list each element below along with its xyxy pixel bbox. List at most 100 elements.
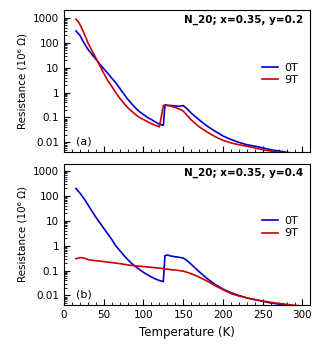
0T bbox=[229, 137, 233, 142]
9T bbox=[237, 294, 241, 298]
9T bbox=[284, 302, 288, 306]
0T bbox=[221, 287, 225, 291]
0T bbox=[110, 76, 114, 80]
0T bbox=[245, 143, 249, 147]
9T bbox=[98, 64, 102, 68]
0T bbox=[284, 303, 288, 307]
9T bbox=[213, 283, 217, 288]
0T bbox=[292, 304, 296, 308]
Line: 9T: 9T bbox=[76, 258, 302, 306]
0T bbox=[98, 220, 102, 225]
0T bbox=[181, 103, 185, 108]
0T bbox=[118, 86, 122, 90]
0T bbox=[168, 254, 172, 258]
0T bbox=[161, 123, 165, 127]
0T bbox=[169, 103, 173, 108]
9T bbox=[168, 268, 172, 272]
0T bbox=[110, 237, 114, 242]
9T bbox=[157, 125, 161, 129]
0T bbox=[177, 255, 181, 260]
9T bbox=[269, 300, 273, 304]
0T bbox=[134, 264, 138, 269]
0T bbox=[163, 103, 167, 107]
9T bbox=[253, 146, 257, 150]
0T bbox=[177, 104, 181, 108]
9T bbox=[165, 103, 169, 108]
9T bbox=[74, 257, 78, 261]
0T bbox=[118, 248, 122, 252]
0T bbox=[269, 148, 273, 152]
0T bbox=[74, 29, 78, 33]
9T bbox=[185, 270, 189, 274]
9T bbox=[237, 143, 241, 147]
9T bbox=[221, 138, 225, 142]
0T bbox=[114, 244, 117, 248]
9T bbox=[173, 268, 177, 272]
9T bbox=[197, 125, 201, 129]
9T bbox=[269, 149, 273, 153]
0T bbox=[189, 111, 193, 115]
Y-axis label: Resistance (10⁶ Ω): Resistance (10⁶ Ω) bbox=[18, 33, 28, 129]
9T bbox=[102, 71, 106, 75]
0T bbox=[245, 296, 249, 300]
0T bbox=[78, 191, 82, 195]
0T bbox=[300, 305, 304, 309]
Text: N_20; x=0.35, y=0.2: N_20; x=0.35, y=0.2 bbox=[184, 15, 303, 25]
9T bbox=[138, 264, 141, 268]
9T bbox=[163, 103, 167, 107]
9T bbox=[114, 261, 117, 265]
0T bbox=[221, 134, 225, 138]
9T bbox=[110, 261, 114, 265]
9T bbox=[197, 275, 201, 279]
9T bbox=[146, 119, 149, 124]
0T bbox=[181, 256, 185, 260]
9T bbox=[122, 101, 125, 105]
0T bbox=[98, 62, 102, 66]
9T bbox=[122, 262, 125, 266]
9T bbox=[134, 264, 138, 268]
9T bbox=[130, 263, 133, 268]
0T bbox=[161, 280, 165, 284]
9T bbox=[146, 265, 149, 269]
9T bbox=[300, 153, 304, 158]
9T bbox=[76, 20, 80, 24]
0T bbox=[138, 110, 141, 114]
0T bbox=[229, 290, 233, 295]
0T bbox=[157, 278, 161, 282]
0T bbox=[82, 41, 86, 45]
0T bbox=[261, 146, 265, 150]
9T bbox=[82, 256, 86, 260]
0T bbox=[205, 124, 209, 128]
9T bbox=[181, 109, 185, 113]
9T bbox=[110, 84, 114, 88]
Text: (a): (a) bbox=[76, 136, 92, 146]
0T bbox=[213, 282, 217, 286]
0T bbox=[74, 186, 78, 191]
9T bbox=[149, 121, 153, 126]
9T bbox=[90, 258, 94, 262]
0T bbox=[102, 226, 106, 230]
9T bbox=[277, 301, 281, 305]
0T bbox=[122, 253, 125, 257]
0T bbox=[277, 302, 281, 306]
9T bbox=[189, 272, 193, 276]
0T bbox=[102, 67, 106, 71]
9T bbox=[80, 256, 84, 260]
0T bbox=[149, 118, 153, 122]
0T bbox=[165, 253, 169, 257]
9T bbox=[90, 48, 94, 52]
Y-axis label: Resistance (10⁶ Ω): Resistance (10⁶ Ω) bbox=[18, 186, 28, 282]
9T bbox=[106, 260, 110, 264]
9T bbox=[205, 279, 209, 283]
0T bbox=[90, 209, 94, 213]
9T bbox=[213, 135, 217, 139]
9T bbox=[154, 123, 157, 127]
9T bbox=[169, 104, 173, 108]
0T bbox=[126, 97, 130, 101]
0T bbox=[146, 273, 149, 277]
9T bbox=[98, 259, 102, 263]
0T bbox=[173, 255, 177, 259]
0T bbox=[130, 102, 133, 106]
9T bbox=[253, 297, 257, 302]
9T bbox=[141, 264, 145, 269]
